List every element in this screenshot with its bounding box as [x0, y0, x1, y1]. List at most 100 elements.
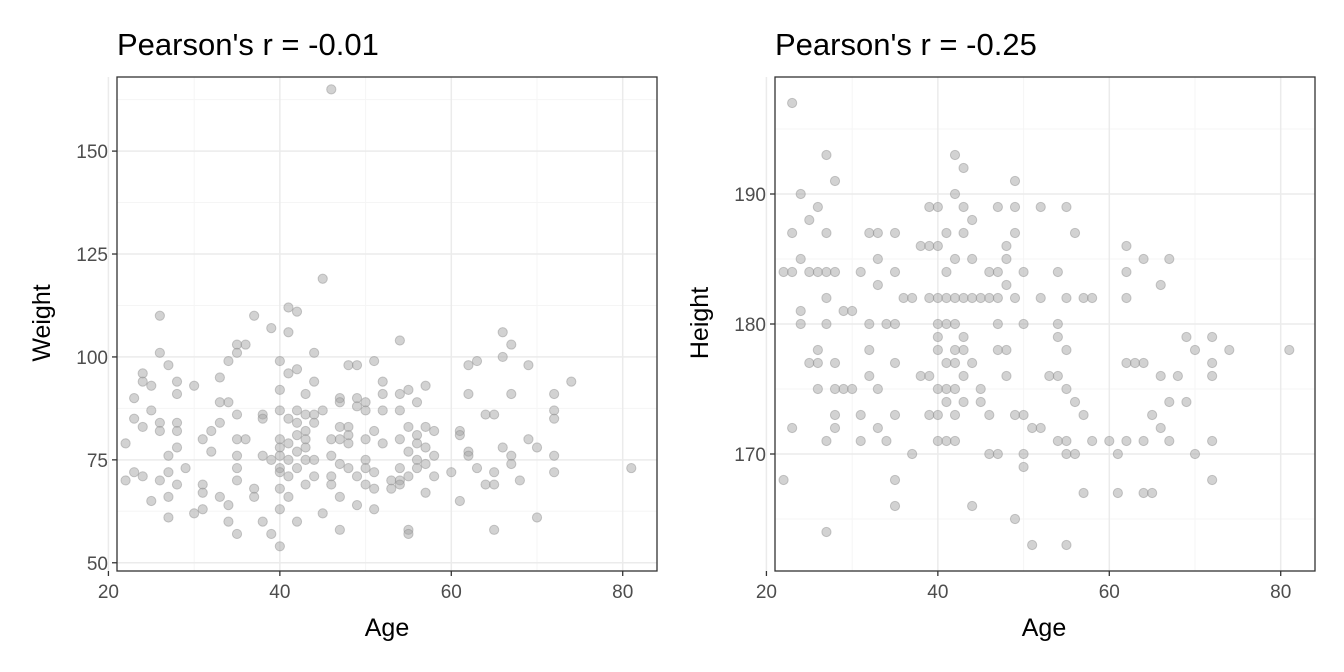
data-point — [334, 421, 345, 433]
y-tick-label: 190 — [734, 185, 766, 206]
data-point — [283, 368, 294, 379]
data-point — [1018, 448, 1029, 460]
data-point — [949, 383, 961, 395]
data-point — [334, 458, 345, 470]
data-point — [1018, 266, 1029, 278]
chart-title: Pearson's r = -0.01 — [117, 27, 379, 62]
data-point — [300, 479, 311, 490]
data-point — [924, 292, 935, 304]
data-point — [1112, 448, 1123, 460]
data-point — [975, 292, 986, 304]
data-point — [394, 388, 405, 400]
data-point — [1207, 331, 1218, 343]
x-tick-label: 20 — [98, 582, 119, 603]
data-point — [291, 364, 303, 375]
data-point — [872, 383, 883, 395]
y-axis-ticks: 170 180 190 — [734, 185, 775, 466]
data-point — [489, 524, 500, 535]
y-axis-title: Weight — [28, 284, 56, 361]
data-point — [171, 376, 183, 387]
data-point — [1138, 435, 1149, 447]
data-point — [403, 421, 414, 433]
data-point — [829, 266, 841, 278]
data-point — [924, 201, 935, 213]
data-point — [941, 357, 952, 369]
panel-border — [116, 76, 658, 572]
data-point — [1207, 474, 1218, 486]
data-point — [231, 434, 243, 445]
data-point — [420, 458, 431, 470]
x-tick-label: 40 — [927, 582, 948, 603]
data-point — [1052, 318, 1063, 330]
data-point — [1061, 435, 1072, 447]
data-point — [369, 467, 380, 478]
data-point — [497, 351, 508, 363]
data-point — [146, 380, 157, 391]
data-point — [967, 292, 978, 304]
data-point — [291, 306, 303, 317]
data-point — [411, 438, 423, 449]
data-point — [1121, 240, 1132, 252]
data-point — [855, 266, 866, 278]
y-axis-title: Height — [686, 287, 714, 359]
data-point — [189, 508, 200, 519]
data-point — [1035, 422, 1046, 434]
data-point — [420, 421, 431, 433]
data-point — [137, 421, 148, 433]
data-point — [326, 479, 337, 490]
data-point — [266, 454, 277, 465]
data-point — [1147, 487, 1158, 499]
data-point — [1087, 435, 1098, 447]
data-point — [531, 512, 543, 523]
data-point — [932, 409, 943, 421]
data-point — [1069, 227, 1081, 239]
data-point — [1052, 435, 1063, 447]
data-point — [804, 357, 815, 369]
x-tick-label: 80 — [1270, 582, 1291, 603]
data-point — [778, 474, 789, 486]
data-point — [369, 504, 380, 515]
data-point — [377, 388, 388, 400]
data-point — [334, 491, 345, 502]
data-point — [829, 383, 841, 395]
data-point — [471, 462, 483, 474]
data-point — [394, 479, 405, 490]
data-point — [274, 384, 285, 395]
data-point — [197, 504, 208, 515]
data-point — [1104, 435, 1115, 447]
data-point — [889, 409, 901, 421]
data-point — [864, 370, 875, 382]
data-point — [249, 310, 260, 321]
data-point — [821, 149, 832, 161]
data-point — [283, 327, 294, 338]
data-point — [881, 318, 892, 330]
data-point — [360, 434, 371, 445]
data-point — [958, 227, 969, 239]
data-point — [941, 266, 952, 278]
data-point — [291, 516, 303, 527]
x-tick-label: 40 — [269, 582, 290, 603]
data-point — [506, 339, 517, 350]
data-point — [377, 405, 388, 416]
data-point — [1018, 409, 1029, 421]
data-point — [403, 446, 414, 457]
data-point — [958, 344, 969, 356]
data-point — [1061, 201, 1072, 213]
data-point — [351, 401, 363, 412]
data-point — [223, 397, 234, 408]
data-point — [394, 434, 405, 445]
data-point — [1164, 396, 1175, 408]
data-point — [907, 292, 918, 304]
data-point — [992, 344, 1003, 356]
data-point — [1061, 448, 1072, 460]
data-point — [1121, 357, 1132, 369]
data-point — [480, 409, 491, 420]
data-points — [778, 97, 1295, 551]
data-point — [855, 409, 866, 421]
data-point — [326, 84, 337, 95]
data-point — [626, 462, 637, 474]
data-point — [489, 479, 500, 490]
data-point — [1207, 435, 1218, 447]
data-point — [549, 450, 560, 461]
